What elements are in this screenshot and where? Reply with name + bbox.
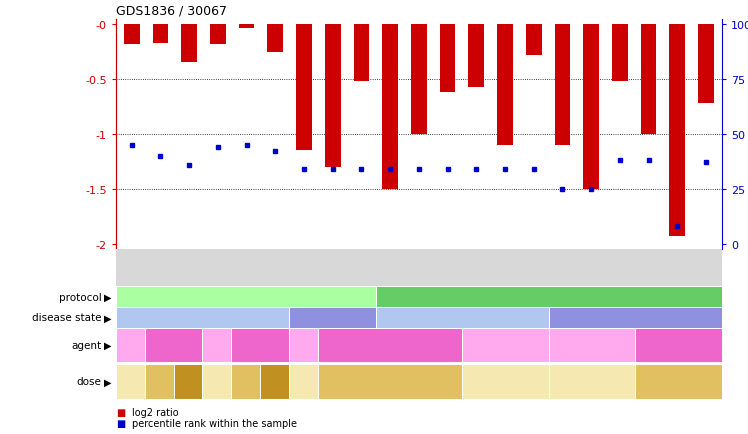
- Text: cont
rol: cont rol: [208, 372, 226, 391]
- Bar: [153, 25, 168, 44]
- Bar: [210, 25, 226, 45]
- Text: cont
rol: cont rol: [208, 335, 226, 355]
- Bar: [267, 25, 283, 53]
- Bar: [239, 25, 254, 30]
- Bar: [325, 25, 340, 168]
- Text: AIS: AIS: [324, 313, 340, 322]
- Text: normal male: normal male: [170, 313, 236, 322]
- Bar: [497, 25, 513, 145]
- Bar: [440, 25, 456, 93]
- Bar: [468, 25, 484, 87]
- Text: 100 nM: 100 nM: [375, 377, 405, 386]
- Bar: [296, 25, 312, 151]
- Bar: [411, 25, 427, 135]
- Text: log2 ratio: log2 ratio: [132, 408, 179, 417]
- Text: dihydrotestosterone: dihydrotestosterone: [131, 341, 216, 350]
- Bar: [669, 25, 685, 237]
- Text: 100
nM: 100 nM: [238, 372, 254, 391]
- Text: control: control: [577, 341, 607, 350]
- Text: ■: ■: [116, 418, 125, 428]
- Bar: [181, 25, 197, 63]
- Text: disease state: disease state: [32, 313, 102, 322]
- Text: dose: dose: [77, 377, 102, 386]
- Text: control: control: [491, 377, 520, 386]
- Text: dihydrotestost
erone: dihydrotestost erone: [230, 335, 291, 355]
- Bar: [698, 25, 714, 104]
- Text: ▶: ▶: [104, 292, 111, 302]
- Text: ▶: ▶: [104, 377, 111, 386]
- Text: normal male: normal male: [429, 313, 495, 322]
- Bar: [554, 25, 570, 145]
- Text: ▶: ▶: [104, 313, 111, 322]
- Text: dihydrotestoste
rone: dihydrotestoste rone: [357, 335, 423, 355]
- Bar: [382, 25, 398, 189]
- Text: control: control: [116, 341, 145, 350]
- Text: control: control: [577, 377, 607, 386]
- Text: control: control: [491, 341, 520, 350]
- Text: protocol: protocol: [59, 292, 102, 302]
- Bar: [526, 25, 542, 56]
- Text: dihydrotestoste
rone: dihydrotestoste rone: [646, 335, 711, 355]
- Text: percentile rank within the sample: percentile rank within the sample: [132, 418, 298, 428]
- Text: agent: agent: [72, 340, 102, 350]
- Text: AIS: AIS: [627, 313, 643, 322]
- Text: control: control: [289, 377, 318, 386]
- Bar: [124, 25, 140, 45]
- Text: 6 treatments in 14 d: 6 treatments in 14 d: [495, 292, 602, 302]
- Bar: [583, 25, 599, 189]
- Text: control: control: [116, 377, 145, 386]
- Bar: [354, 25, 370, 82]
- Text: ■: ■: [116, 408, 125, 417]
- Bar: [612, 25, 628, 82]
- Text: control: control: [289, 341, 318, 350]
- Text: GDS1836 / 30067: GDS1836 / 30067: [116, 4, 227, 17]
- Text: 1000 nM: 1000 nM: [170, 377, 206, 386]
- Text: ▶: ▶: [104, 340, 111, 350]
- Text: 1 treatment for 24 h: 1 treatment for 24 h: [192, 292, 299, 302]
- Text: 100 nM: 100 nM: [663, 377, 694, 386]
- Bar: [641, 25, 657, 135]
- Text: 1000
nM: 1000 nM: [264, 372, 285, 391]
- Text: 100 nM: 100 nM: [144, 377, 175, 386]
